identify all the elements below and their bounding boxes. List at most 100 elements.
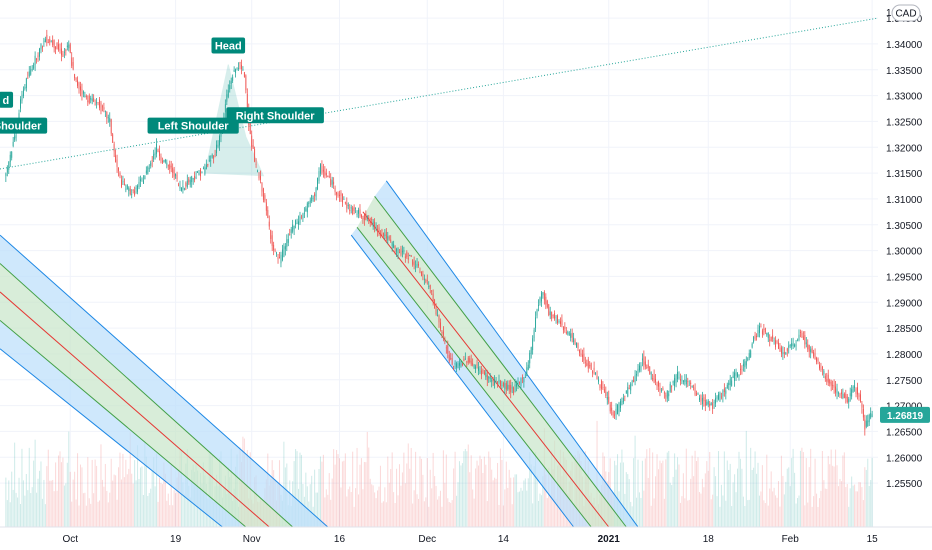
candle-body [580, 353, 582, 356]
candle-body [554, 313, 556, 319]
candle-body [502, 383, 504, 386]
channel-line-mid_upper[interactable] [374, 196, 627, 528]
candle-body [211, 155, 213, 158]
candle-body [382, 232, 384, 236]
volume-bar [349, 486, 351, 527]
candle-body [355, 208, 357, 209]
channel-line-mid_lower[interactable] [356, 227, 592, 528]
currency-badge[interactable] [891, 4, 921, 22]
volume-bar [788, 467, 790, 527]
candle-body [722, 390, 724, 397]
candle-body [447, 345, 449, 354]
candle-body [479, 371, 481, 373]
volume-bar [142, 494, 144, 527]
candle-body [843, 393, 845, 399]
channel-line-median[interactable] [362, 211, 610, 528]
candle-body [643, 356, 645, 365]
volume-bar [160, 482, 162, 527]
candle-body [627, 387, 629, 397]
candle-body [280, 254, 282, 264]
volume-bar [862, 500, 864, 527]
candle-body [112, 134, 114, 143]
channel-band-upper [374, 180, 639, 528]
neckline[interactable] [0, 17, 879, 170]
candle-body [150, 162, 152, 166]
candle-body [543, 292, 545, 301]
volume-bar [387, 456, 389, 527]
volume-bar [681, 496, 683, 527]
volume-bar [813, 496, 815, 527]
candle-body [419, 271, 421, 273]
channel-line-upper[interactable] [385, 180, 639, 528]
candle-body [687, 381, 689, 383]
time-axis[interactable]: Oct 19 Nov 16 Dec 14 2021 18 Feb 15 [0, 526, 932, 550]
candle-body [409, 255, 411, 257]
volume-bar [153, 457, 155, 527]
volume-bar [666, 452, 668, 527]
candle-body [377, 228, 378, 232]
volume-bar [309, 484, 311, 527]
price-axis-bg [878, 0, 932, 550]
volume-bar [805, 458, 807, 527]
candle-body [669, 383, 671, 392]
volume-bar [773, 487, 775, 527]
candle-body [156, 143, 158, 154]
candle-body [252, 145, 254, 149]
candle-body [851, 389, 853, 397]
volume-bar [682, 473, 684, 527]
candle-body [198, 172, 200, 176]
volume-bar [8, 480, 10, 527]
candle-body [514, 384, 516, 387]
volume-bar [789, 486, 791, 527]
candle-body [372, 221, 374, 227]
volume-bar [722, 495, 724, 527]
candle-body [628, 388, 630, 389]
volume-bar [548, 467, 550, 527]
volume-bar [44, 504, 46, 527]
candle-body [261, 183, 263, 192]
volume-bar [394, 503, 396, 527]
candle-body [655, 378, 657, 382]
price-axis[interactable]: 1.345001.340001.335001.330001.325001.320… [878, 0, 932, 550]
candle-body [672, 381, 674, 383]
channel-line-lower[interactable] [350, 234, 575, 528]
candle-body [286, 239, 288, 247]
volume-bar [448, 502, 450, 527]
volume-bar [672, 476, 674, 527]
volume-bar [341, 461, 343, 527]
candle-body [308, 202, 310, 204]
volume-bar [535, 452, 537, 527]
volume-bar [352, 451, 354, 527]
volume-bar [726, 460, 728, 527]
candle-body [423, 278, 425, 280]
volume-bar [63, 485, 65, 527]
candle-body [375, 225, 377, 227]
volume-bar [413, 490, 415, 527]
channel-line-mid_upper[interactable] [0, 263, 294, 528]
channel-line-median[interactable] [0, 291, 270, 528]
candle-body [62, 53, 64, 57]
candle-body [299, 216, 301, 224]
candle-body [226, 94, 228, 102]
candle-body [609, 404, 611, 412]
volume-bar [542, 476, 544, 527]
channel-line-lower[interactable] [0, 348, 223, 528]
candle-body [49, 38, 51, 43]
candle-body [181, 187, 182, 191]
volume-bar [524, 478, 526, 527]
head-and-shoulders-pattern[interactable] [0, 17, 879, 177]
candle-body [498, 379, 500, 383]
candle-body [46, 34, 48, 44]
candle-body [371, 218, 373, 221]
volume-bar [546, 498, 548, 527]
channel-line-mid_lower[interactable] [0, 319, 247, 528]
volume-bar [697, 457, 699, 527]
candle-body [634, 375, 636, 383]
candle-body [135, 187, 137, 190]
volume-bar [123, 477, 125, 527]
candle-body [93, 97, 95, 102]
candle-body [214, 154, 216, 156]
channel-line-upper[interactable] [0, 234, 329, 528]
volume-bar [751, 470, 753, 527]
